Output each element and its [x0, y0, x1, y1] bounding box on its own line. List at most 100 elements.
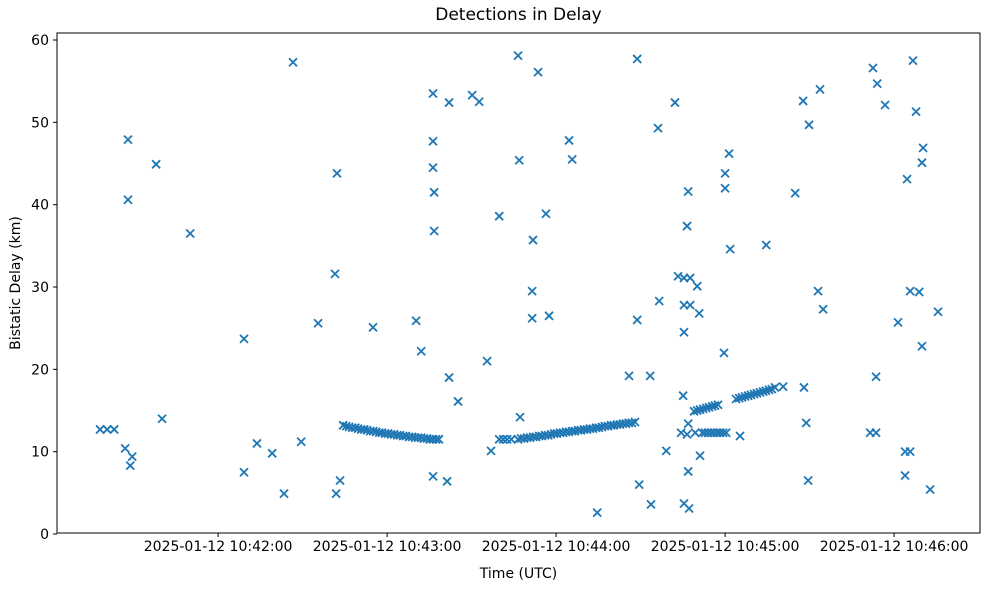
- y-tick-label: 50: [31, 115, 49, 131]
- data-point-marker: [368, 322, 378, 332]
- data-point-marker: [296, 437, 306, 447]
- data-point-marker: [120, 443, 130, 454]
- y-tick-label: 30: [31, 280, 49, 296]
- data-point-marker: [801, 418, 811, 428]
- data-point-marker: [544, 311, 554, 321]
- data-point-marker: [900, 470, 910, 481]
- data-point-marker: [431, 434, 441, 444]
- x-axis-label: Time (UTC): [479, 566, 558, 582]
- data-point-marker: [267, 448, 277, 458]
- data-point-marker: [434, 434, 444, 444]
- data-point-marker: [720, 168, 730, 179]
- data-point-marker: [513, 51, 523, 61]
- data-point-marker: [911, 106, 921, 117]
- data-point-marker: [564, 135, 574, 146]
- data-point-marker: [761, 240, 771, 250]
- y-axis-label: Bistatic Delay (km): [8, 216, 24, 350]
- x-tick-label: 2025-01-12 10:45:00: [651, 539, 800, 555]
- data-point-marker: [157, 414, 167, 424]
- data-point-marker: [682, 429, 692, 440]
- axes-spines: [56, 32, 981, 534]
- data-point-marker: [676, 428, 686, 438]
- data-point-marker: [634, 479, 644, 490]
- data-point-marker: [330, 269, 340, 279]
- data-point-marker: [721, 428, 731, 438]
- data-point-marker: [725, 244, 735, 254]
- data-point-marker: [914, 287, 924, 297]
- data-point-marker: [527, 286, 537, 296]
- data-point-marker: [918, 143, 928, 153]
- data-point-marker: [685, 300, 695, 310]
- data-point-marker: [872, 79, 882, 89]
- data-point-marker: [125, 461, 135, 471]
- data-point-marker: [527, 313, 537, 323]
- data-point-marker: [684, 503, 694, 514]
- data-point-marker: [724, 148, 734, 159]
- data-point-marker: [917, 158, 927, 168]
- data-point-marker: [871, 428, 881, 438]
- data-point-marker: [494, 211, 504, 221]
- data-point-marker: [905, 447, 915, 457]
- data-point-marker: [718, 428, 728, 438]
- data-point-marker: [695, 451, 705, 461]
- data-point-marker: [515, 412, 525, 422]
- data-point-marker: [893, 317, 903, 328]
- data-point-marker: [770, 382, 780, 393]
- x-tick-label: 2025-01-12 10:42:00: [144, 539, 293, 555]
- data-point-marker: [880, 100, 890, 110]
- data-point-marker: [123, 134, 133, 145]
- data-point-marker: [498, 434, 508, 444]
- data-point-marker: [632, 315, 642, 325]
- data-point-marker: [541, 209, 551, 219]
- data-point-marker: [683, 466, 693, 477]
- data-point-marker: [416, 346, 426, 356]
- data-point-marker: [799, 382, 809, 393]
- data-point-marker: [683, 186, 693, 197]
- data-point-marker: [868, 63, 878, 73]
- y-tick-label: 10: [31, 445, 49, 461]
- data-point-marker: [239, 467, 249, 477]
- data-point-marker: [102, 424, 112, 435]
- data-point-marker: [482, 356, 492, 366]
- data-point-marker: [646, 499, 656, 509]
- data-point-marker: [239, 334, 249, 344]
- data-point-marker: [332, 168, 342, 179]
- data-point-marker: [474, 97, 484, 107]
- data-point-marker: [429, 187, 439, 197]
- data-point-marker: [925, 484, 935, 495]
- data-point-marker: [798, 96, 808, 106]
- data-point-marker: [514, 155, 524, 165]
- data-point-marker: [694, 308, 704, 318]
- data-point-marker: [645, 371, 655, 381]
- data-point-marker: [252, 438, 262, 449]
- y-tick-label: 0: [40, 527, 49, 543]
- data-point-marker: [813, 286, 823, 296]
- data-point-marker: [871, 372, 881, 382]
- data-point-marker: [653, 123, 663, 133]
- data-point-marker: [494, 434, 504, 444]
- data-point-marker: [444, 372, 454, 383]
- y-tick-label: 20: [31, 362, 49, 378]
- data-point-marker: [444, 97, 454, 108]
- data-point-marker: [411, 316, 421, 326]
- data-point-marker: [428, 88, 438, 99]
- chart-title: Detections in Delay: [435, 5, 602, 25]
- data-point-marker: [804, 120, 814, 130]
- data-point-marker: [279, 489, 289, 499]
- data-point-marker: [678, 391, 688, 401]
- x-tick-label: 2025-01-12 10:43:00: [313, 539, 462, 555]
- data-point-marker: [719, 348, 729, 358]
- data-point-marker: [506, 434, 516, 444]
- y-tick-label: 40: [31, 198, 49, 214]
- data-point-marker: [790, 188, 800, 198]
- data-point-marker: [567, 154, 577, 165]
- data-point-marker: [692, 281, 702, 291]
- data-point-marker: [331, 489, 341, 499]
- x-tick-label: 2025-01-12 10:46:00: [820, 539, 969, 555]
- data-point-marker: [151, 159, 161, 169]
- data-point-marker: [630, 417, 640, 427]
- data-point-marker: [127, 451, 137, 462]
- data-point-marker: [627, 418, 637, 428]
- data-point-marker: [933, 307, 943, 317]
